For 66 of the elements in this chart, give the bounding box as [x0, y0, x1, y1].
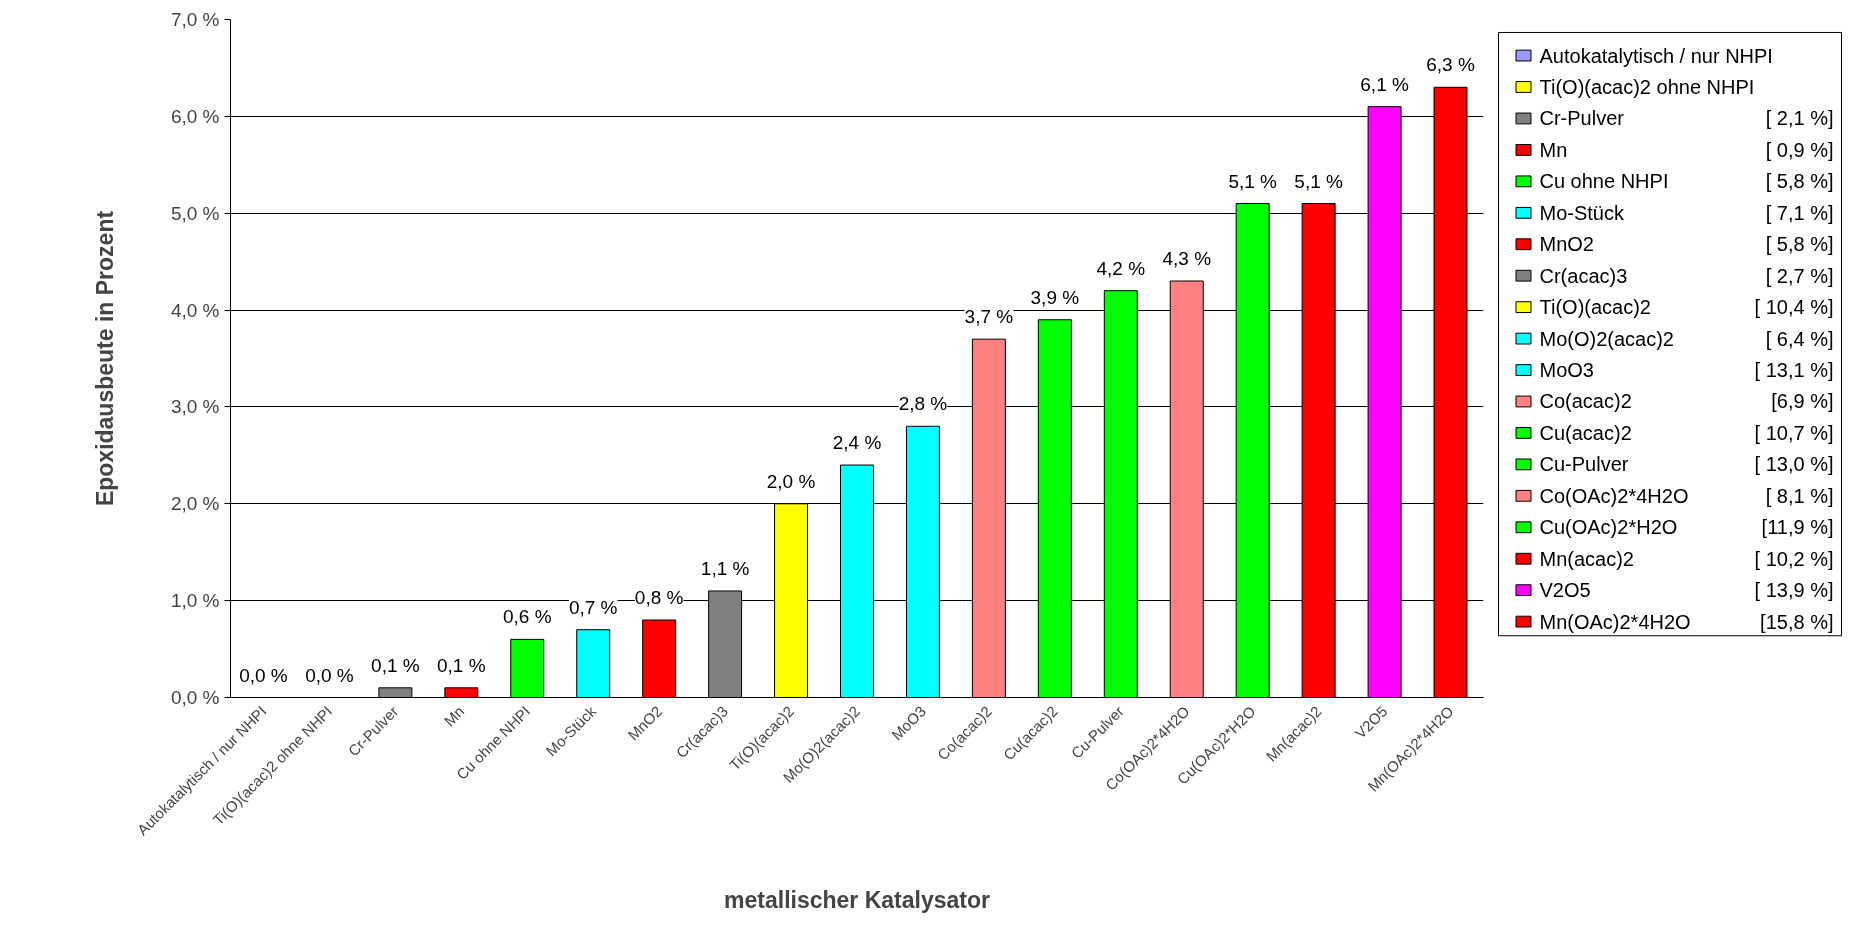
text: [ 13,1 %]: [1754, 359, 1834, 382]
y-tick-label: 6,0 %: [170, 105, 220, 127]
y-tick-label: 1,0 %: [170, 590, 220, 612]
text: [6,9 %]: [1771, 390, 1834, 413]
legend-label: Autokatalytisch / nur NHPI: [1539, 44, 1773, 67]
x-tick-label: Mn: [440, 702, 468, 730]
legend-label: Cu(acac)2: [1539, 421, 1632, 444]
legend-label: Mo(O)2(acac)2: [1539, 327, 1674, 350]
data-label: 6,1 %: [1360, 73, 1409, 95]
data-label: 2,0 %: [766, 470, 816, 492]
y-tick-label: 4,0 %: [170, 299, 220, 321]
legend-label: Cr(acac)3: [1539, 264, 1628, 287]
data-label: 0,7 %: [568, 596, 618, 618]
legend-label: Mo-Stück: [1539, 201, 1625, 224]
data-label: 3,7 %: [964, 306, 1014, 328]
data-label: 1,1 %: [700, 557, 750, 579]
data-label: 0,0 %: [305, 664, 354, 686]
x-axis-title: metallischer Katalysator: [724, 887, 990, 914]
text: [ 5,8 %]: [1765, 233, 1834, 256]
text: [ 10,4 %]: [1754, 296, 1834, 319]
y-tick-label: 2,0 %: [170, 493, 220, 515]
legend-label: V2O5: [1539, 579, 1591, 602]
y-tick-label: 7,0 %: [170, 9, 220, 30]
legend-label: Co(acac)2: [1539, 390, 1632, 413]
data-label: 0,1 %: [371, 654, 420, 676]
text: [ 13,9 %]: [1754, 579, 1834, 602]
text: [ 2,1 %]: [1765, 107, 1834, 130]
text: [ 7,1 %]: [1765, 201, 1834, 224]
text: [ 2,7 %]: [1765, 264, 1834, 287]
text: [11,9 %]: [1761, 516, 1834, 539]
text: [ 10,7 %]: [1754, 421, 1834, 444]
legend-label: Mn: [1539, 138, 1568, 161]
text: [ 5,8 %]: [1765, 170, 1834, 193]
legend-label: Co(OAc)2*4H2O: [1539, 484, 1689, 507]
legend-label: Mn(acac)2: [1539, 547, 1634, 570]
data-label: 4,3 %: [1162, 248, 1212, 270]
data-label: 6,3 %: [1426, 54, 1475, 76]
text: [ 6,4 %]: [1765, 327, 1834, 350]
data-label: 3,9 %: [1030, 286, 1080, 308]
legend-label: Cu-Pulver: [1539, 453, 1629, 476]
legend-label: Cr-Pulver: [1539, 107, 1625, 130]
y-tick-label: 5,0 %: [170, 202, 220, 224]
legend-label: Ti(O)(acac)2 ohne NHPI: [1539, 76, 1755, 99]
legend-label: Cu(OAc)2*H2O: [1539, 516, 1678, 539]
text: [15,8 %]: [1760, 610, 1834, 633]
data-label: 0,8 %: [634, 587, 684, 609]
y-tick-label: 0,0 %: [170, 687, 220, 708]
legend-label: Ti(O)(acac)2: [1539, 296, 1651, 319]
data-label: 5,1 %: [1294, 170, 1344, 192]
y-axis-title: Epoxidausbeute in Prozent: [91, 210, 118, 507]
legend-label: MoO3: [1539, 359, 1594, 382]
legend-label: MnO2: [1539, 233, 1594, 256]
legend-label: Mn(OAc)2*4H2O: [1539, 610, 1691, 633]
data-label: 0,6 %: [502, 606, 552, 628]
legend-label: Cu ohne NHPI: [1539, 170, 1669, 193]
text: [ 10,2 %]: [1754, 547, 1834, 570]
data-label: 0,1 %: [437, 654, 486, 676]
text: [ 8,1 %]: [1765, 484, 1834, 507]
data-label: 0,0 %: [239, 664, 288, 686]
data-label: 5,1 %: [1228, 170, 1278, 192]
data-label: 2,4 %: [832, 432, 882, 454]
y-tick-label: 3,0 %: [170, 396, 220, 418]
data-label: 4,2 %: [1096, 257, 1146, 279]
text: [ 13,0 %]: [1754, 453, 1834, 476]
data-label: 2,8 %: [898, 393, 948, 415]
text: [ 0,9 %]: [1765, 138, 1834, 161]
